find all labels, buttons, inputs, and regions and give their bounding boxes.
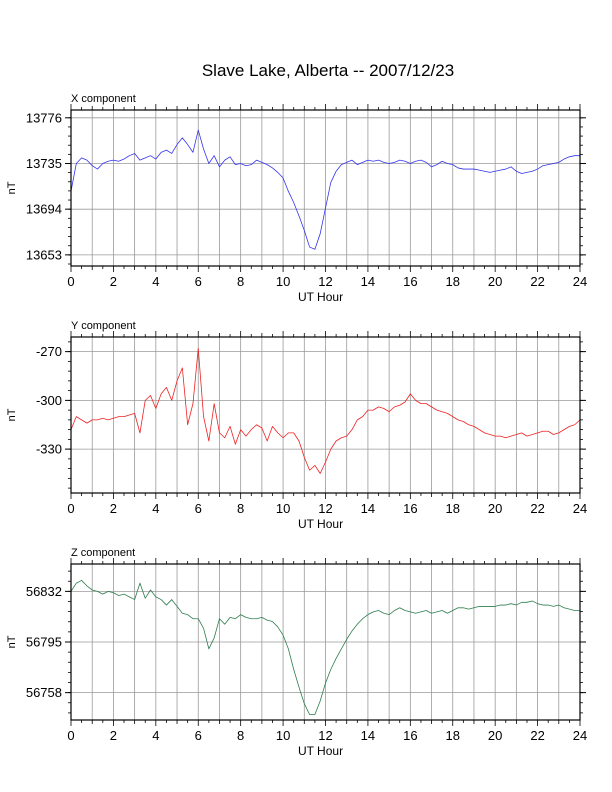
x-tick-label: 18 <box>446 274 460 289</box>
x-tick-label: 8 <box>237 274 244 289</box>
series-line <box>70 347 581 474</box>
x-tick-label: 0 <box>67 728 74 743</box>
x-tick-label: 6 <box>195 501 202 516</box>
x-tick-label: 12 <box>318 274 332 289</box>
x-tick-label: 22 <box>530 728 544 743</box>
x-tick-label: 20 <box>488 728 502 743</box>
y-tick-label: 56758 <box>26 685 62 700</box>
series-line <box>70 580 580 715</box>
x-tick-label: 20 <box>488 501 502 516</box>
x-tick-label: 16 <box>403 501 417 516</box>
x-tick-label: 4 <box>152 501 159 516</box>
x-tick-label: 0 <box>67 501 74 516</box>
x-tick-label: 14 <box>361 501 375 516</box>
x-tick-label: 16 <box>403 728 417 743</box>
y-axis-label: nT <box>6 408 18 421</box>
y-tick-label: 13694 <box>26 202 62 217</box>
x-tick-label: 8 <box>237 501 244 516</box>
series-line <box>70 129 580 250</box>
x-tick-label: 16 <box>403 274 417 289</box>
x-tick-label: 18 <box>446 501 460 516</box>
x-tick-label: 12 <box>318 728 332 743</box>
x-tick-label: 24 <box>573 728 587 743</box>
y-axis-label: nT <box>6 181 18 194</box>
y-tick-label: 13735 <box>26 156 62 171</box>
x-tick-label: 24 <box>573 501 587 516</box>
x-tick-label: 14 <box>361 274 375 289</box>
x-tick-label: 10 <box>276 274 290 289</box>
chart-title: Slave Lake, Alberta -- 2007/12/23 <box>202 61 454 80</box>
x-tick-label: 22 <box>530 274 544 289</box>
x-tick-label: 6 <box>195 728 202 743</box>
x-axis-label: UT Hour <box>298 744 343 758</box>
x-tick-label: 0 <box>67 274 74 289</box>
y-tick-label: 13776 <box>26 110 62 125</box>
x-tick-label: 4 <box>152 728 159 743</box>
x-tick-label: 10 <box>276 501 290 516</box>
y-tick-label: 56795 <box>26 635 62 650</box>
x-tick-label: 8 <box>237 728 244 743</box>
x-tick-label: 12 <box>318 501 332 516</box>
x-tick-label: 2 <box>110 501 117 516</box>
panel-label: Z component <box>71 547 135 559</box>
y-tick-label: 56832 <box>26 584 62 599</box>
x-tick-label: 22 <box>530 501 544 516</box>
y-tick-label: 13653 <box>26 247 62 262</box>
x-tick-label: 24 <box>573 274 587 289</box>
panel-label: Y component <box>71 320 136 332</box>
y-axis-label: nT <box>6 635 18 648</box>
y-tick-label: -270 <box>36 344 62 359</box>
x-tick-label: 4 <box>152 274 159 289</box>
panel-label: X component <box>71 93 136 105</box>
y-tick-label: -330 <box>36 442 62 457</box>
x-tick-label: 2 <box>110 274 117 289</box>
x-tick-label: 14 <box>361 728 375 743</box>
x-tick-label: 20 <box>488 274 502 289</box>
x-tick-label: 2 <box>110 728 117 743</box>
x-tick-label: 18 <box>446 728 460 743</box>
x-axis-label: UT Hour <box>298 517 343 531</box>
x-tick-label: 6 <box>195 274 202 289</box>
y-tick-label: -300 <box>36 393 62 408</box>
x-tick-label: 10 <box>276 728 290 743</box>
x-axis-label: UT Hour <box>298 290 343 304</box>
